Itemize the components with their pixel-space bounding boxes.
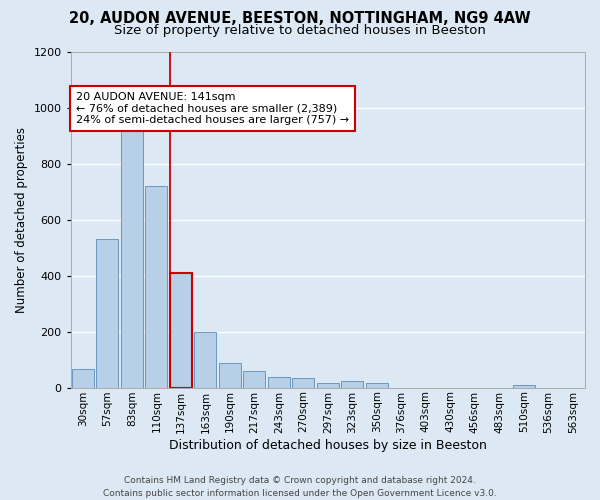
Text: Size of property relative to detached houses in Beeston: Size of property relative to detached ho… xyxy=(114,24,486,37)
Bar xyxy=(317,384,339,388)
Text: Contains HM Land Registry data © Crown copyright and database right 2024.
Contai: Contains HM Land Registry data © Crown c… xyxy=(103,476,497,498)
Bar xyxy=(219,363,241,388)
Bar xyxy=(244,371,265,388)
Text: 20, AUDON AVENUE, BEESTON, NOTTINGHAM, NG9 4AW: 20, AUDON AVENUE, BEESTON, NOTTINGHAM, N… xyxy=(69,11,531,26)
Text: 20 AUDON AVENUE: 141sqm
← 76% of detached houses are smaller (2,389)
24% of semi: 20 AUDON AVENUE: 141sqm ← 76% of detache… xyxy=(76,92,349,125)
Bar xyxy=(170,273,192,388)
Bar xyxy=(121,106,143,388)
Bar xyxy=(194,332,217,388)
Bar xyxy=(292,378,314,388)
Bar xyxy=(72,370,94,388)
Bar xyxy=(341,382,364,388)
Bar xyxy=(268,377,290,388)
Bar xyxy=(97,239,118,388)
Bar xyxy=(366,382,388,388)
Y-axis label: Number of detached properties: Number of detached properties xyxy=(15,126,28,312)
Bar xyxy=(145,186,167,388)
Bar xyxy=(513,386,535,388)
X-axis label: Distribution of detached houses by size in Beeston: Distribution of detached houses by size … xyxy=(169,440,487,452)
